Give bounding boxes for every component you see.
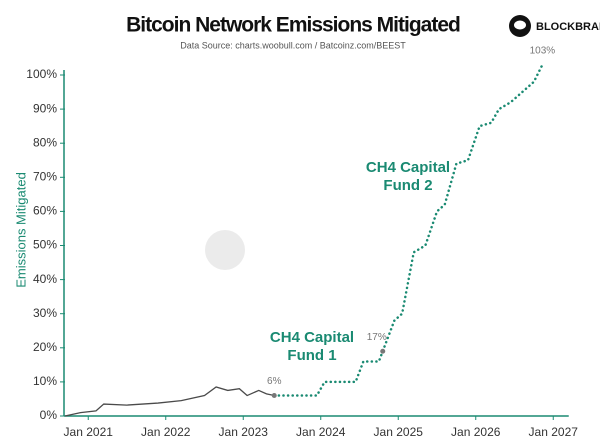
logo-bubble xyxy=(514,20,526,30)
annotation-line: CH4 Capital xyxy=(270,329,354,346)
point-marker xyxy=(380,348,386,354)
y-tick-label: 10% xyxy=(33,374,57,388)
point-marker xyxy=(271,393,277,399)
point-label: 103% xyxy=(530,45,556,56)
y-tick-label: 90% xyxy=(33,101,57,115)
y-tick-label: 80% xyxy=(33,135,57,149)
series-line xyxy=(64,386,275,417)
x-tick-label: Jan 2023 xyxy=(219,425,269,439)
watermark xyxy=(205,230,245,270)
x-tick-label: Jan 2022 xyxy=(141,425,191,439)
y-tick-label: 70% xyxy=(33,169,57,183)
point-label: 6% xyxy=(267,376,282,387)
y-tick-label: 100% xyxy=(26,67,57,81)
y-axis-label: Emissions Mitigated xyxy=(13,172,28,288)
y-tick-label: 60% xyxy=(33,204,57,218)
x-tick-label: Jan 2021 xyxy=(64,425,114,439)
y-tick-label: 40% xyxy=(33,272,57,286)
x-tick-label: Jan 2027 xyxy=(529,425,579,439)
annotation-line: Fund 1 xyxy=(287,347,336,364)
annotation-line: CH4 Capital xyxy=(366,159,450,176)
annotation: CH4 Capital Fund 1 xyxy=(270,329,354,364)
y-tick-label: 50% xyxy=(33,238,57,252)
x-tick-label: Jan 2026 xyxy=(451,425,501,439)
y-tick-label: 20% xyxy=(33,340,57,354)
y-tick-label: 30% xyxy=(33,306,57,320)
annotation-line: Fund 2 xyxy=(383,177,432,194)
series-line xyxy=(273,63,544,397)
watermark-icon xyxy=(205,230,245,270)
point-label: 17% xyxy=(367,332,387,343)
chart-title: Bitcoin Network Emissions Mitigated xyxy=(126,14,460,37)
y-tick-label: 0% xyxy=(40,408,58,422)
x-tick-label: Jan 2025 xyxy=(374,425,424,439)
annotation: CH4 Capital Fund 2 xyxy=(366,159,450,194)
x-tick-label: Jan 2024 xyxy=(296,425,346,439)
brand-name: BLOCKBRAIN xyxy=(536,21,600,33)
chart-subtitle: Data Source: charts.woobull.com / Batcoi… xyxy=(180,40,406,50)
brand-logo: BLOCKBRAIN xyxy=(509,15,600,37)
